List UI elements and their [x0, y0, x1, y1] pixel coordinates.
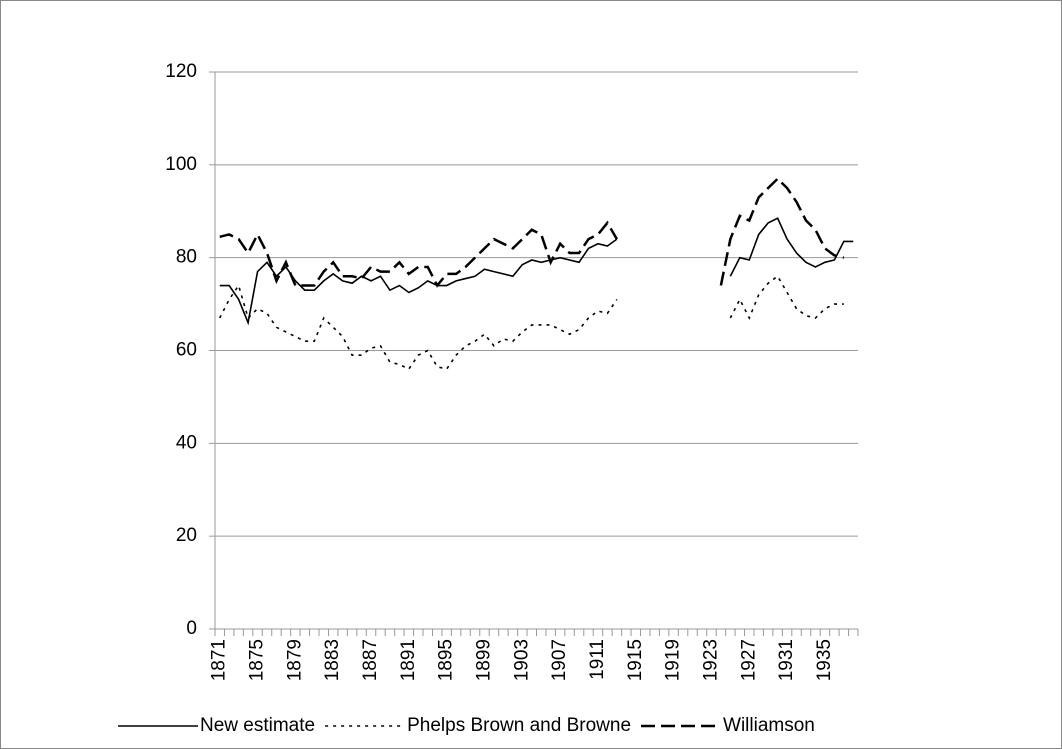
x-tick-label: 1875: [247, 639, 268, 681]
x-tick-label: 1883: [322, 639, 343, 681]
y-tick-label: 100: [165, 154, 197, 175]
x-tick-label: 1919: [663, 639, 684, 681]
y-tick-label: 60: [176, 340, 197, 361]
x-tick-label: 1895: [436, 639, 457, 681]
x-tick-label: 1903: [511, 639, 532, 681]
y-tick-label: 0: [186, 618, 197, 639]
x-tick-label: 1907: [549, 639, 570, 681]
x-tick-label: 1891: [398, 639, 419, 681]
legend-label: Phelps Brown and Browne: [407, 715, 631, 736]
x-tick-label: 1887: [360, 639, 381, 681]
data-line: [219, 177, 845, 288]
legend-label: New estimate: [200, 715, 315, 736]
data-line: [219, 275, 844, 371]
x-tick-label: 1915: [625, 639, 646, 681]
y-tick-label: 20: [176, 525, 197, 546]
x-tick-label: 1927: [738, 639, 759, 681]
y-tick-label: 120: [165, 61, 197, 82]
x-tick-label: 1911: [587, 639, 608, 680]
y-tick-label: 80: [176, 247, 197, 268]
x-tick-label: 1935: [814, 639, 835, 681]
x-tick-label: 1931: [776, 639, 797, 681]
x-tick-label: 1923: [700, 639, 721, 681]
x-tick-label: 1879: [284, 639, 305, 681]
legend-label: Williamson: [723, 715, 815, 736]
x-tick-label: 1899: [474, 639, 495, 681]
x-tick-label: 1871: [209, 639, 230, 681]
y-tick-label: 40: [176, 432, 197, 453]
